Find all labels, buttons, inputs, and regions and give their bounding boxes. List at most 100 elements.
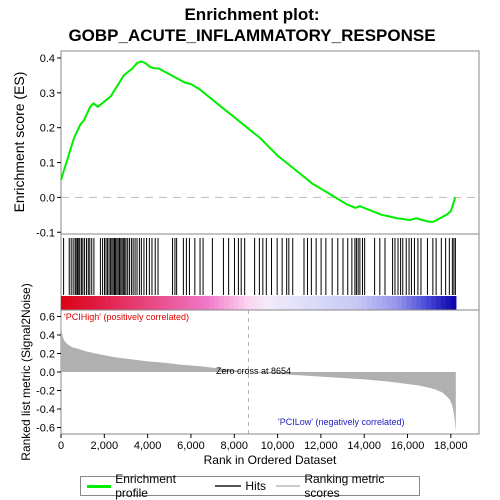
x-tick-label: 4,000 [134, 440, 162, 452]
color-band-segment [421, 296, 427, 310]
color-band-segment [228, 296, 235, 310]
metric-panel: 'PCIHigh' (positively correlated) Zero c… [19, 283, 480, 467]
color-band-segment [199, 296, 205, 310]
es-y-ticks: 0.4 0.3 0.2 0.1 0.0 -0.1 [36, 53, 61, 239]
x-tick-label: 16,000 [391, 440, 425, 452]
color-band-segment [65, 296, 72, 310]
metric-y-tick-label: 0.6 [40, 311, 55, 323]
color-band-segment [327, 296, 334, 310]
x-tick-label: 0 [58, 440, 64, 452]
color-band-segment [263, 296, 269, 310]
color-band-segment [209, 296, 215, 310]
color-band-segment [135, 296, 141, 310]
color-band-segment [174, 296, 181, 310]
legend-ranking-swatch [276, 485, 301, 487]
x-tick-label: 14,000 [347, 440, 381, 452]
color-band-segment [386, 296, 393, 310]
color-band-segment [144, 296, 151, 310]
es-y-tick-label: 0.1 [40, 158, 55, 170]
x-tick-label: 18,000 [434, 440, 468, 452]
positive-label: 'PCIHigh' (positively correlated) [64, 312, 189, 322]
es-y-tick-label: 0.2 [40, 123, 55, 135]
color-band-segment [164, 296, 171, 310]
color-band-segment [401, 296, 408, 310]
legend-hits-swatch [215, 485, 242, 487]
color-band-segment [248, 296, 255, 310]
color-band-segment [218, 296, 225, 310]
color-band-segment [149, 296, 156, 310]
color-band-segment [213, 296, 220, 310]
color-band-segment [297, 296, 304, 310]
color-band-segment [90, 296, 97, 310]
es-y-tick-label: -0.1 [36, 227, 55, 239]
metric-y-ticks: 0.6 0.4 0.2 0.0 -0.2 -0.4 -0.6 [36, 311, 61, 435]
legend-hits-label: Hits [245, 479, 267, 493]
hits-panel [60, 233, 480, 311]
metric-y-tick-label: -0.4 [36, 404, 55, 416]
color-band-segment [204, 296, 210, 310]
x-tick-label: 8,000 [220, 440, 248, 452]
legend-item-ranking: Ranking metric scores [276, 472, 415, 500]
color-band-segment [312, 296, 319, 310]
color-band-segment [243, 296, 250, 310]
legend-item-enrichment: Enrichment profile [87, 472, 205, 500]
color-band-segment [169, 296, 176, 310]
es-panel: 0.4 0.3 0.2 0.1 0.0 -0.1 Enrichment score (ES… [11, 50, 480, 239]
color-band-segment [115, 296, 121, 310]
x-tick-label: 6,000 [177, 440, 205, 452]
x-tick-label: 2,000 [91, 440, 119, 452]
color-band-segment [223, 296, 230, 310]
color-band-segment [366, 296, 373, 310]
legend-enrichment-label: Enrichment profile [115, 472, 176, 500]
color-band-segment [100, 296, 107, 310]
color-band-segment [105, 296, 111, 310]
color-band-segment [381, 296, 388, 310]
es-panel-frame [60, 50, 480, 235]
color-band-segment [342, 296, 348, 310]
metric-y-tick-label: -0.2 [36, 386, 55, 398]
color-band-segment [159, 296, 166, 310]
x-axis-label: Rank in Ordered Dataset [204, 453, 337, 467]
chart-title-line1: Enrichment plot: [184, 5, 319, 24]
color-band-segment [194, 296, 200, 310]
color-band-segment [302, 296, 309, 310]
color-band-segment [125, 296, 131, 310]
color-band-segment [268, 296, 274, 310]
metric-x-ticks: 0 2,000 4,000 6,000 8,000 10,000 12,000 14,000 1… [58, 434, 468, 452]
color-band-segment [120, 296, 126, 310]
metric-y-axis-label: Ranked list metric (Signal2Noise) [19, 283, 33, 460]
color-band-segment [283, 296, 289, 310]
color-band-segment [307, 296, 314, 310]
zero-cross-label: Zero cross at 8654 [216, 366, 291, 376]
color-band-segment [391, 296, 398, 310]
chart-title-line2: GOBP_ACUTE_INFLAMMATORY_RESPONSE [68, 26, 435, 45]
color-band-segment [292, 296, 299, 310]
color-band-segment [110, 296, 116, 310]
metric-y-tick-label: 0.0 [40, 367, 55, 379]
color-band-segment [426, 296, 432, 310]
color-band-segment [332, 296, 338, 310]
color-band-segment [450, 296, 457, 310]
color-band-segment [80, 296, 87, 310]
color-band-segment [317, 296, 324, 310]
color-band-segment [376, 296, 383, 310]
color-band-segment [184, 296, 190, 310]
color-band-segment [273, 296, 279, 310]
metric-y-tick-label: 0.2 [40, 348, 55, 360]
color-band-segment [416, 296, 422, 310]
ranking-color-band [61, 296, 457, 310]
es-y-axis-label: Enrichment score (ES) [11, 72, 27, 213]
color-band-segment [337, 296, 343, 310]
color-band-segment [238, 296, 245, 310]
x-tick-label: 10,000 [261, 440, 295, 452]
color-band-segment [288, 296, 294, 310]
legend-ranking-label: Ranking metric scores [304, 472, 385, 500]
color-band-segment [189, 296, 195, 310]
color-band-segment [61, 296, 67, 310]
metric-y-tick-label: -0.6 [36, 423, 55, 435]
color-band-segment [357, 296, 363, 310]
color-band-segment [95, 296, 102, 310]
color-band-segment [70, 296, 77, 310]
es-y-tick-label: 0.4 [40, 53, 55, 65]
